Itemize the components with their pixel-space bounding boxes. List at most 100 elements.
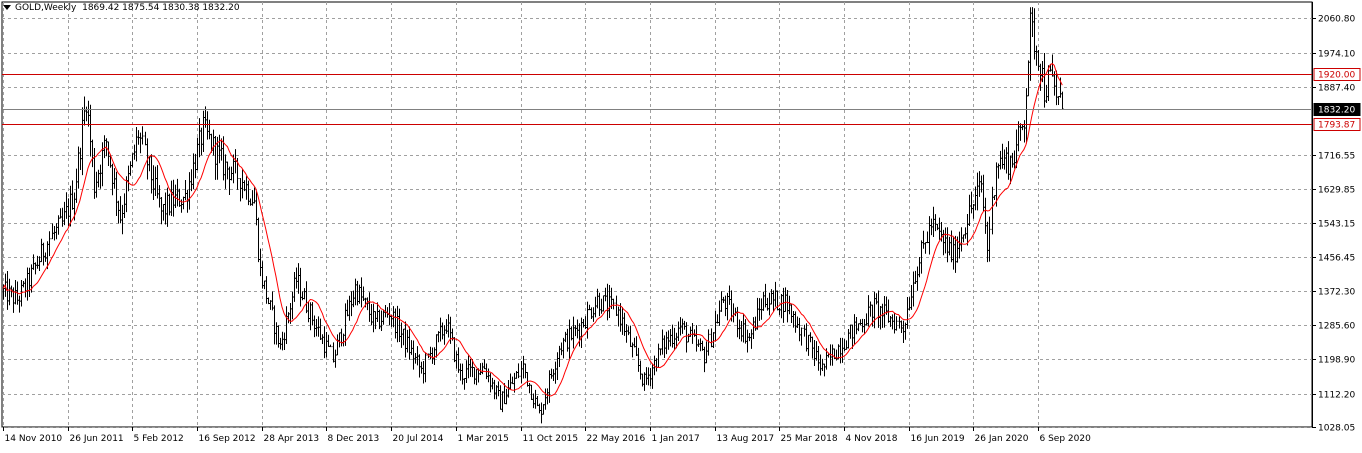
ohlc-bar	[305, 281, 308, 314]
ohlc-bar	[621, 306, 624, 335]
ohlc-bar	[1011, 152, 1014, 168]
ohlc-bar	[311, 302, 314, 326]
ohlc-bar	[742, 313, 745, 343]
ohlc-bar	[764, 283, 767, 308]
ohlc-bar	[443, 325, 446, 345]
ohlc-bar	[121, 204, 124, 235]
ohlc-bar	[570, 326, 573, 341]
ohlc-bar	[499, 385, 502, 410]
ohlc-bar	[1051, 54, 1054, 77]
ohlc-bar	[891, 314, 894, 330]
ohlc-bar	[139, 132, 142, 154]
ohlc-bar	[184, 180, 187, 201]
ohlc-bar	[437, 331, 440, 343]
ohlc-bar	[431, 347, 434, 364]
ohlc-bar	[511, 376, 514, 385]
ohlc-bar	[269, 300, 272, 310]
ohlc-bar	[1057, 95, 1060, 105]
ohlc-bar	[447, 314, 450, 338]
ohlc-bar	[414, 352, 417, 364]
ohlc-bar	[859, 319, 862, 326]
ohlc-bar	[152, 165, 155, 200]
x-tick-label: 5 Feb 2012	[134, 434, 184, 444]
ohlc-bar	[129, 161, 132, 176]
y-tick-label: 1372.30	[1318, 288, 1355, 298]
ohlc-bar	[317, 316, 320, 337]
ohlc-bar	[786, 290, 789, 323]
ohlc-bar	[982, 174, 985, 212]
level-tag-box	[1313, 118, 1361, 131]
ohlc-bar	[999, 150, 1002, 170]
ohlc-bar	[273, 305, 276, 345]
ohlc-bar	[843, 339, 846, 352]
ohlc-bar	[463, 377, 466, 390]
ohlc-bar	[285, 306, 288, 344]
x-tick-label: 4 Nov 2018	[846, 434, 898, 444]
ohlc-bar	[467, 355, 470, 379]
ohlc-bar	[323, 326, 326, 359]
ohlc-bar	[720, 291, 723, 312]
ohlc-bar	[362, 286, 365, 302]
ohlc-bar	[517, 363, 520, 379]
ohlc-bar	[849, 324, 852, 339]
ohlc-bar	[222, 136, 225, 181]
ohlc-bar	[230, 166, 233, 181]
ohlc-bar	[805, 323, 808, 352]
ohlc-bar	[168, 193, 171, 216]
ohlc-bar	[633, 337, 636, 348]
ohlc-bar	[243, 180, 246, 192]
ohlc-bar	[162, 204, 165, 221]
ohlc-bar	[194, 153, 197, 179]
ohlc-bar	[1013, 150, 1016, 169]
ohlc-bar	[491, 377, 494, 390]
ohlc-bar	[497, 381, 500, 397]
ohlc-bar	[960, 227, 963, 252]
ohlc-bar	[1029, 7, 1032, 81]
ohlc-bar	[712, 332, 715, 348]
y-tick-label: 1198.90	[1318, 356, 1355, 366]
ohlc-bar	[651, 363, 654, 389]
ohlc-bar	[8, 278, 11, 306]
ohlc-bar	[214, 135, 217, 180]
ohlc-bar	[515, 371, 518, 379]
ohlc-bar	[263, 280, 266, 290]
y-tick-label: 1285.60	[1318, 322, 1355, 332]
ohlc-bar	[378, 309, 381, 330]
ohlc-bar	[623, 312, 626, 336]
ohlc-bar	[906, 297, 909, 329]
ohlc-bar	[200, 127, 203, 156]
ohlc-bar	[817, 345, 820, 371]
y-tick-label: 1543.15	[1318, 220, 1355, 230]
ohlc-bar	[766, 297, 769, 311]
ohlc-bar	[803, 324, 806, 337]
ohlc-bar	[1043, 53, 1046, 108]
ohlc-bar	[410, 340, 413, 355]
x-tick-label: 26 Jan 2020	[975, 434, 1029, 444]
ohlc-bar	[681, 318, 684, 334]
ohlc-bar	[944, 227, 947, 254]
ohlc-bar	[606, 283, 609, 321]
x-tick-label: 28 Apr 2013	[264, 434, 320, 444]
ohlc-bar	[889, 315, 892, 327]
collapse-triangle-icon[interactable]	[3, 5, 11, 10]
ohlc-bar	[958, 231, 961, 259]
ohlc-bar	[313, 315, 316, 338]
ohlc-bar	[190, 169, 193, 192]
ohlc-bar	[174, 184, 177, 209]
ohlc-bar	[560, 342, 563, 356]
ohlc-bar	[592, 307, 595, 322]
ohlc-bar	[746, 329, 749, 353]
ohlc-bar	[489, 373, 492, 393]
x-tick-label: 13 Aug 2017	[717, 434, 775, 444]
ohlc-bar	[483, 359, 486, 370]
ohlc-bar	[744, 319, 747, 344]
ohlc-bar	[993, 195, 996, 200]
ohlc-bar	[912, 271, 915, 307]
ohlc-bar	[772, 290, 775, 312]
ohlc-bar	[778, 308, 781, 316]
ohlc-bar	[107, 141, 110, 166]
ohlc-bar	[253, 187, 256, 204]
ohlc-bar	[548, 370, 551, 403]
